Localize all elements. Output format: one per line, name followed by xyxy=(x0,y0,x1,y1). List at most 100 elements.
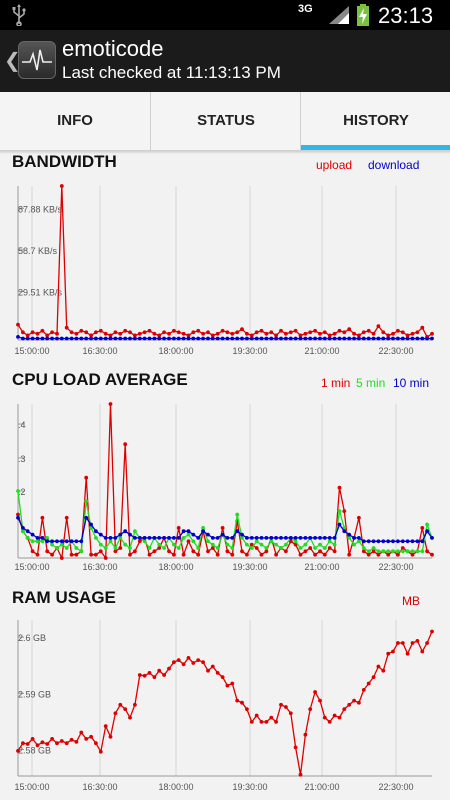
bandwidth-data-point xyxy=(313,328,317,333)
ram-data-point xyxy=(113,711,118,716)
bandwidth-data-point xyxy=(133,336,137,341)
ram-data-point xyxy=(342,707,347,711)
back-chevron-icon[interactable]: ❮ xyxy=(4,50,21,72)
cpu-data-point xyxy=(357,539,361,544)
cpu-y-tick-label: .2 xyxy=(18,487,26,497)
bandwidth-data-point xyxy=(123,336,128,341)
bandwidth-x-tick-label: 18:00:00 xyxy=(158,346,193,356)
cpu-data-point xyxy=(59,556,64,560)
cpu-data-point xyxy=(259,552,264,557)
bandwidth-data-point xyxy=(201,336,206,341)
bandwidth-data-point xyxy=(420,336,425,341)
tab-history[interactable]: HISTORY xyxy=(300,92,450,150)
ram-data-point xyxy=(225,683,230,688)
cpu-data-point xyxy=(196,552,201,557)
legend-10-min: 10 min xyxy=(393,376,430,390)
bandwidth-y-tick-label: 29.51 KB/s xyxy=(18,287,63,297)
ram-data-point xyxy=(167,666,171,671)
ram-data-point xyxy=(30,737,35,741)
cpu-data-point xyxy=(254,539,259,544)
cpu-data-point xyxy=(337,509,342,513)
bandwidth-x-tick-label: 16:30:00 xyxy=(82,346,117,356)
bandwidth-data-point xyxy=(293,328,298,333)
cpu-data-point xyxy=(249,542,254,547)
ram-data-point xyxy=(274,720,278,724)
app-pulse-icon[interactable] xyxy=(18,41,56,79)
bandwidth-data-point xyxy=(269,336,274,341)
cpu-data-point xyxy=(123,529,128,534)
cpu-data-point xyxy=(133,536,137,540)
cpu-data-point xyxy=(50,539,54,544)
cpu-data-point xyxy=(123,442,128,447)
ram-data-point xyxy=(235,698,240,703)
cpu-data-point xyxy=(176,536,181,540)
ram-data-point xyxy=(133,702,137,707)
bandwidth-data-point xyxy=(103,331,108,336)
bandwidth-data-point xyxy=(94,330,98,335)
cpu-data-point xyxy=(318,542,322,547)
bandwidth-chart: 87.88 KB/s 58.7 KB/s 29.51 KB/s 15:00:00 16:… xyxy=(14,184,434,356)
cpu-data-point xyxy=(108,539,113,544)
cpu-data-point xyxy=(108,536,113,540)
bandwidth-data-point xyxy=(45,333,50,338)
ram-x-tick-label: 16:30:00 xyxy=(82,782,117,792)
bandwidth-data-point xyxy=(337,328,342,333)
ram-data-point xyxy=(410,641,415,645)
tab-info[interactable]: INFO xyxy=(57,112,93,129)
cpu-data-point xyxy=(89,522,93,527)
ram-data-point xyxy=(381,668,386,673)
tab-status[interactable]: STATUS xyxy=(150,92,301,150)
bandwidth-data-point xyxy=(415,330,420,335)
cpu-data-point xyxy=(55,539,59,544)
bandwidth-data-point xyxy=(103,336,108,341)
cpu-data-point xyxy=(118,532,123,537)
bandwidth-data-point xyxy=(94,336,98,341)
bandwidth-data-point xyxy=(430,336,434,341)
cpu-data-point xyxy=(133,529,137,534)
tab-bar: INFO STATUS HISTORY xyxy=(0,92,450,151)
cpu-data-point xyxy=(103,536,108,540)
bandwidth-data-point xyxy=(381,336,386,341)
bandwidth-data-point xyxy=(142,336,147,341)
cpu-data-point xyxy=(113,546,118,550)
cpu-data-point xyxy=(376,549,381,554)
bandwidth-data-point xyxy=(55,331,59,336)
cpu-data-point xyxy=(371,546,376,550)
bandwidth-series-line xyxy=(17,185,433,338)
cpu-data-point xyxy=(269,539,274,544)
ram-data-point xyxy=(308,707,313,711)
bandwidth-data-point xyxy=(254,336,259,341)
bandwidth-data-point xyxy=(308,336,313,341)
legend-5-min: 5 min xyxy=(356,376,386,390)
cpu-data-point xyxy=(94,529,98,534)
cpu-data-point xyxy=(191,549,196,554)
cpu-data-point xyxy=(103,546,108,550)
cpu-data-point xyxy=(191,532,196,537)
bandwidth-data-point xyxy=(298,336,303,341)
cpu-data-point xyxy=(35,536,40,540)
cpu-data-point xyxy=(98,549,103,554)
bandwidth-y-tick-label: 58.7 KB/s xyxy=(18,246,58,256)
bandwidth-data-point xyxy=(40,328,45,333)
cpu-data-point xyxy=(313,536,317,540)
cpu-data-point xyxy=(386,552,391,557)
ram-data-point xyxy=(142,673,147,678)
cpu-data-point xyxy=(94,552,98,557)
cpu-data-point xyxy=(215,546,220,550)
cpu-data-point xyxy=(240,536,244,540)
ram-data-point xyxy=(35,743,40,748)
ram-data-point xyxy=(366,681,371,686)
bandwidth-data-point xyxy=(128,330,132,335)
signal-icon xyxy=(328,5,350,30)
bandwidth-data-point xyxy=(254,330,259,335)
cpu-data-point xyxy=(410,539,415,544)
cpu-data-point xyxy=(201,529,206,534)
ram-data-point xyxy=(84,737,89,741)
ram-data-point xyxy=(108,734,113,739)
cpu-data-point xyxy=(35,539,40,544)
cpu-data-point xyxy=(137,536,142,540)
bandwidth-data-point xyxy=(152,331,157,336)
bandwidth-data-point xyxy=(332,336,337,341)
cpu-data-point xyxy=(322,552,327,557)
ram-data-point xyxy=(347,702,352,707)
